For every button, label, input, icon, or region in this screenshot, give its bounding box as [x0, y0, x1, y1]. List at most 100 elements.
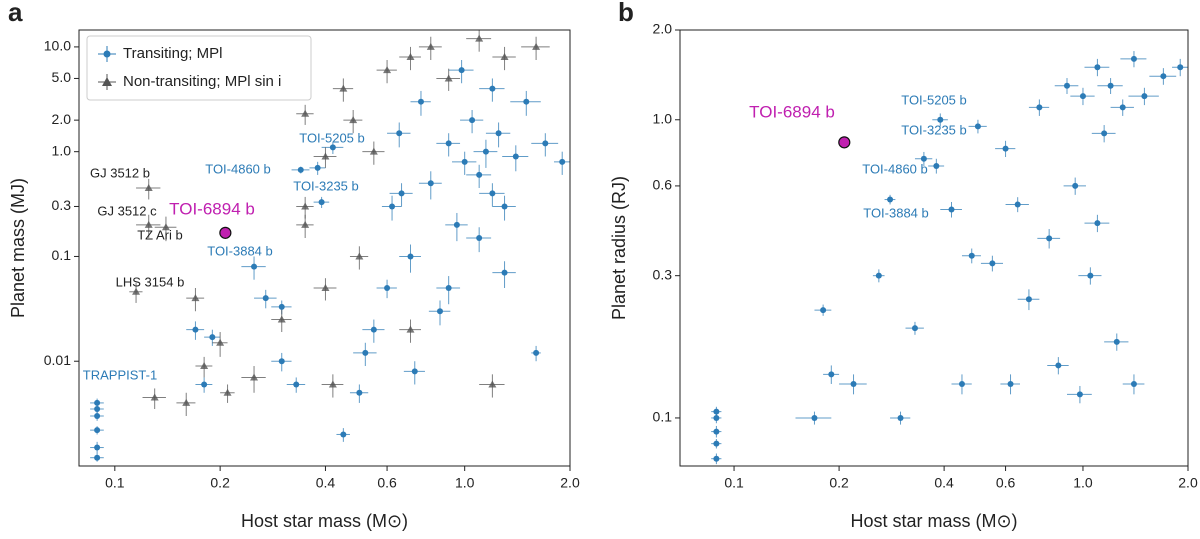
legend-marker: [103, 50, 111, 58]
point: [948, 206, 955, 213]
legend-label: Transiting; MPl: [123, 45, 222, 62]
annotation: TOI-5205 b: [901, 92, 967, 107]
point: [458, 67, 465, 74]
point: [301, 109, 310, 117]
point: [1087, 272, 1094, 279]
highlight-label: TOI-6894 b: [749, 102, 835, 121]
point: [94, 427, 101, 434]
annotation: TZ Ari b: [137, 227, 183, 242]
point: [132, 287, 141, 295]
panel-letter: b: [618, 0, 634, 27]
annotation: TOI-5205 b: [299, 130, 365, 145]
point: [713, 455, 720, 462]
point: [94, 413, 101, 420]
point: [192, 326, 199, 333]
panel-letter: a: [8, 0, 23, 27]
point: [356, 389, 363, 396]
point: [489, 190, 496, 197]
legend-marker: [102, 77, 112, 86]
point: [427, 180, 434, 187]
point: [920, 155, 927, 162]
point: [321, 152, 330, 160]
point: [407, 253, 414, 260]
legend-label: Non-transiting; MPl sin i: [123, 73, 281, 90]
y-axis-label: Planet radius (RJ): [609, 176, 629, 320]
point: [426, 42, 435, 50]
point: [1079, 93, 1086, 100]
point: [144, 220, 153, 228]
point: [278, 303, 285, 310]
point: [1160, 73, 1167, 80]
point: [278, 358, 285, 365]
point: [989, 260, 996, 267]
x-tick-label: 1.0: [1073, 475, 1093, 491]
point: [94, 399, 101, 406]
point: [277, 315, 286, 323]
point: [389, 203, 396, 210]
annotation: TOI-3235 b: [293, 178, 359, 193]
annotation: TOI-3884 b: [207, 243, 273, 258]
point: [406, 325, 415, 333]
y-tick-label: 5.0: [52, 69, 72, 85]
y-axis-label: Planet mass (MJ): [8, 178, 28, 318]
point: [355, 252, 364, 260]
point: [182, 398, 191, 406]
point: [349, 116, 358, 124]
point: [495, 130, 502, 137]
point: [489, 85, 496, 92]
point: [161, 223, 170, 231]
point: [1101, 130, 1108, 137]
point: [974, 123, 981, 130]
point: [314, 164, 321, 171]
annotation: TOI-4860 b: [205, 161, 271, 176]
point: [532, 42, 541, 50]
point: [559, 158, 566, 165]
highlight-label: TOI-6894 b: [169, 199, 255, 218]
point: [1036, 104, 1043, 111]
point: [713, 414, 720, 421]
point: [191, 294, 200, 302]
point: [523, 98, 530, 105]
y-tick-label: 2.0: [52, 111, 72, 127]
y-tick-label: 0.1: [52, 247, 72, 263]
point: [301, 202, 310, 210]
x-tick-label: 2.0: [560, 475, 580, 491]
highlight-point: [838, 136, 851, 149]
point: [1141, 93, 1148, 100]
point: [875, 272, 882, 279]
point: [500, 53, 509, 61]
point: [850, 380, 857, 387]
point: [209, 334, 216, 341]
x-tick-label: 0.6: [996, 475, 1016, 491]
point: [301, 220, 310, 228]
x-tick-label: 0.2: [829, 475, 849, 491]
y-tick-label: 0.3: [653, 266, 673, 282]
y-tick-label: 10.0: [44, 38, 71, 54]
point: [937, 116, 944, 123]
point: [933, 162, 940, 169]
point: [1002, 145, 1009, 152]
point: [251, 263, 258, 270]
point: [383, 66, 392, 74]
point: [340, 431, 347, 438]
point: [262, 295, 269, 302]
point: [297, 166, 304, 173]
y-tick-label: 0.01: [44, 352, 71, 368]
point: [1094, 220, 1101, 227]
point: [216, 338, 225, 346]
point: [828, 371, 835, 378]
point: [293, 381, 300, 388]
point: [150, 393, 159, 401]
axes-frame: [78, 29, 571, 467]
point: [811, 414, 818, 421]
point: [436, 308, 443, 315]
x-axis-label: Host star mass (M⊙): [241, 511, 408, 531]
point: [445, 140, 452, 147]
point: [328, 380, 337, 388]
point: [713, 440, 720, 447]
y-tick-label: 0.3: [52, 197, 72, 213]
point: [475, 34, 484, 42]
annotation: TOI-4860 b: [862, 161, 928, 176]
point: [94, 444, 101, 451]
